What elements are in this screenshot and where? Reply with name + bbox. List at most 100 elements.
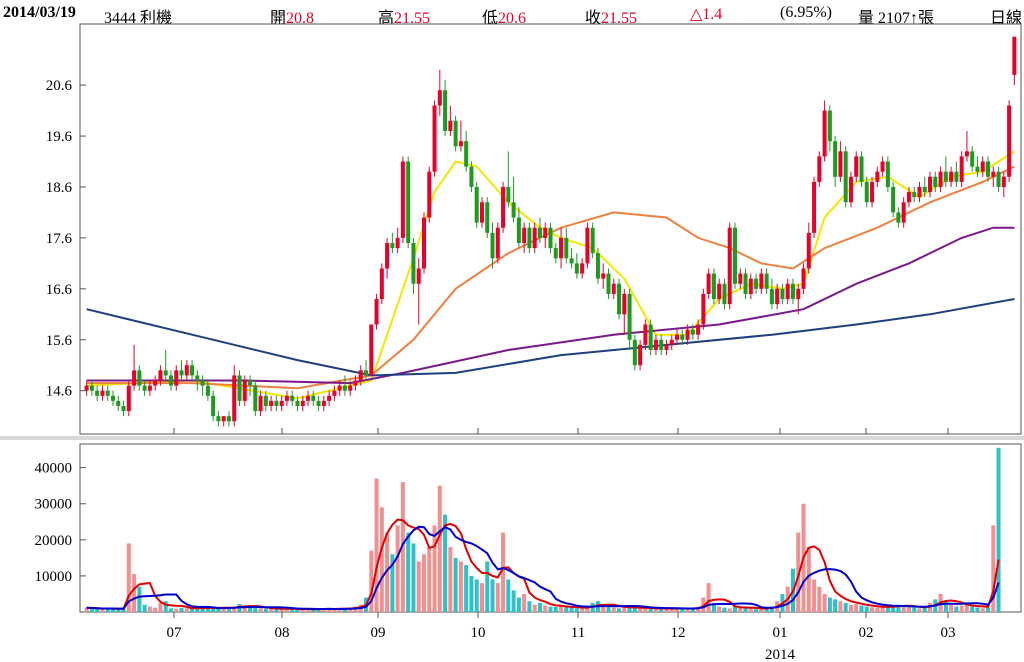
- volume-bar: [901, 605, 906, 612]
- candle-body: [358, 370, 363, 381]
- candle-body: [485, 202, 490, 233]
- candle-body: [959, 156, 964, 182]
- candle: [759, 268, 764, 294]
- volume-bar: [395, 525, 400, 612]
- candle-body: [432, 105, 437, 172]
- candle: [838, 141, 843, 182]
- candle: [595, 248, 600, 284]
- candle: [448, 105, 453, 137]
- candle-body: [906, 192, 911, 203]
- candle: [790, 278, 795, 305]
- volume-bar: [474, 579, 479, 612]
- volume-bar: [685, 609, 690, 612]
- volume-bar: [390, 554, 395, 612]
- volume-bar: [284, 608, 289, 612]
- volume-bar: [638, 608, 643, 612]
- volume-bar: [374, 478, 379, 612]
- candle: [501, 181, 506, 233]
- volume-bar: [306, 608, 311, 612]
- candle-body: [885, 161, 890, 187]
- volume-bar: [743, 608, 748, 612]
- volume-bar: [121, 608, 126, 612]
- candle: [827, 105, 832, 152]
- candle: [912, 186, 917, 203]
- candle-body: [785, 283, 790, 300]
- candle-body: [727, 227, 732, 305]
- candle-body: [722, 283, 727, 305]
- candle-body: [290, 395, 295, 401]
- candle-body: [991, 171, 996, 177]
- candle: [232, 365, 237, 427]
- candle: [606, 268, 611, 300]
- volume-bar: [806, 547, 811, 612]
- candle: [590, 222, 595, 259]
- candle: [638, 339, 643, 371]
- volume-bar: [975, 607, 980, 612]
- candle-body: [427, 171, 432, 218]
- year-label: 2014: [765, 647, 796, 662]
- candle: [142, 380, 147, 396]
- candle-body: [1001, 176, 1006, 187]
- volume-bar: [812, 579, 817, 612]
- volume-bar: [732, 605, 737, 612]
- candle-body: [421, 217, 426, 269]
- high-label: 高: [378, 10, 395, 27]
- candle-body: [311, 395, 316, 401]
- candle-body: [211, 395, 216, 417]
- candle-body: [284, 395, 289, 401]
- candle-body: [717, 283, 722, 300]
- candle-body: [585, 227, 590, 264]
- candle-body: [132, 370, 137, 386]
- candle: [896, 207, 901, 228]
- candle-body: [949, 171, 954, 182]
- candle-body: [374, 299, 379, 325]
- candle-body: [237, 375, 242, 401]
- candle-body: [379, 268, 384, 300]
- volume-bar: [126, 543, 131, 612]
- candle-body: [675, 334, 680, 340]
- candle: [432, 100, 437, 177]
- volume-bar: [332, 609, 337, 612]
- candle-body: [775, 288, 780, 305]
- candle: [880, 156, 885, 177]
- candle: [269, 395, 274, 412]
- candle-body: [353, 380, 358, 386]
- candle-body: [400, 161, 405, 238]
- candle: [400, 156, 405, 244]
- candle: [659, 334, 664, 356]
- volume-bar: [184, 608, 189, 612]
- volume-bar: [242, 605, 247, 612]
- candle: [996, 166, 1001, 193]
- volume-bar: [142, 604, 147, 612]
- candle: [211, 390, 216, 422]
- candle: [754, 273, 759, 294]
- volume-bar: [922, 607, 927, 612]
- candle: [717, 278, 722, 305]
- candle: [464, 130, 469, 172]
- candle: [922, 176, 927, 198]
- candle-body: [516, 217, 521, 244]
- candle-body: [854, 156, 859, 177]
- price-ytick-label: 18.6: [46, 180, 73, 196]
- candle: [696, 319, 701, 340]
- candle: [975, 156, 980, 177]
- volume-bar: [506, 579, 511, 612]
- candle-body: [95, 390, 100, 396]
- candle: [669, 334, 674, 350]
- month-tick-label: 08: [275, 625, 290, 641]
- candle-body: [464, 141, 469, 167]
- volume-bar: [859, 605, 864, 612]
- candle-body: [996, 171, 1001, 187]
- candle-body: [506, 186, 511, 203]
- volume-bar: [669, 608, 674, 612]
- volume-bar: [190, 607, 195, 612]
- candle: [806, 222, 811, 274]
- volume-bar: [785, 586, 790, 612]
- candle: [527, 222, 532, 254]
- volume-bar: [848, 604, 853, 612]
- volume-bar: [543, 605, 548, 612]
- candle: [147, 380, 152, 396]
- volume-bar: [943, 601, 948, 612]
- volume-bar: [964, 604, 969, 612]
- volume-bar: [406, 532, 411, 612]
